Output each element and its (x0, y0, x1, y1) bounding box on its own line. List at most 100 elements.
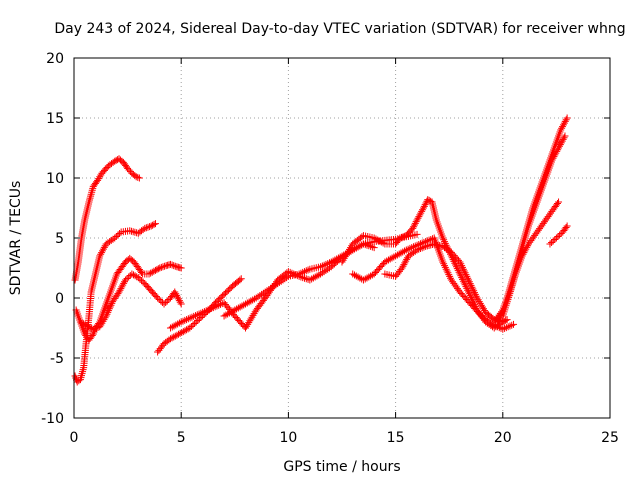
data-point (218, 300, 226, 308)
data-point (261, 288, 269, 296)
data-point (361, 275, 369, 283)
data-point (415, 245, 423, 253)
data-point (462, 283, 470, 291)
data-point (333, 255, 341, 263)
data-point (123, 275, 131, 282)
data-point (134, 274, 142, 282)
data-point (408, 244, 416, 252)
data-point (132, 173, 140, 181)
data-point (318, 269, 326, 277)
data-point (493, 323, 501, 331)
data-point (500, 317, 508, 325)
data-point (324, 260, 332, 268)
data-point (466, 292, 474, 300)
data-point (124, 164, 132, 172)
data-point (245, 298, 253, 306)
data-point (401, 247, 409, 255)
data-point (460, 279, 468, 287)
y-tick-label: 0 (55, 291, 64, 307)
data-point (96, 323, 104, 331)
data-point (464, 274, 472, 282)
series-sat-d (76, 270, 185, 333)
data-point (474, 296, 482, 304)
x-tick-label: 15 (387, 430, 405, 446)
data-point (208, 304, 216, 312)
data-point (502, 324, 510, 332)
data-point (267, 284, 275, 292)
data-point (451, 259, 459, 267)
data-point (240, 301, 248, 309)
data-point (181, 316, 189, 324)
data-point (477, 301, 485, 309)
data-point (300, 274, 308, 282)
data-point (452, 263, 460, 271)
chart-title: Day 243 of 2024, Sidereal Day-to-day VTE… (54, 21, 625, 37)
data-point (247, 297, 255, 305)
data-point (472, 292, 480, 300)
data-point (363, 274, 371, 282)
data-point (81, 321, 89, 329)
data-point (168, 323, 176, 331)
data-point (83, 322, 91, 330)
data-point (131, 272, 139, 280)
data-point (94, 176, 102, 184)
data-point (176, 298, 184, 306)
data-point (125, 166, 133, 174)
data-point (121, 276, 129, 284)
data-point (244, 320, 252, 328)
data-point (455, 268, 463, 276)
data-point (84, 323, 92, 330)
data-point (347, 244, 355, 252)
data-point (339, 256, 347, 264)
data-point (211, 303, 219, 311)
data-point (144, 223, 152, 231)
data-point (344, 247, 352, 255)
data-point (184, 315, 192, 323)
data-point (379, 239, 387, 247)
data-point (106, 303, 114, 311)
data-point (172, 321, 180, 329)
data-point (166, 260, 174, 268)
data-point (562, 224, 570, 231)
data-point (209, 304, 217, 312)
data-point (549, 237, 557, 245)
data-point (299, 268, 307, 276)
y-tick-label: 20 (46, 51, 64, 67)
data-point (265, 286, 273, 294)
data-point (441, 263, 449, 271)
data-point (302, 267, 310, 275)
data-point (562, 116, 570, 124)
y-tick-label: 15 (46, 111, 64, 127)
data-point (101, 314, 109, 322)
data-point (249, 311, 257, 319)
data-point (243, 299, 251, 307)
data-point (295, 270, 303, 278)
data-point (183, 316, 191, 324)
data-point (175, 319, 183, 327)
data-point (440, 238, 448, 246)
data-point (370, 234, 378, 242)
data-point (329, 257, 337, 265)
data-point (416, 245, 424, 253)
data-point (419, 204, 427, 212)
data-point (311, 273, 319, 281)
data-point (281, 275, 289, 283)
data-point (141, 224, 149, 232)
data-point (554, 233, 562, 240)
data-point (503, 316, 511, 324)
series-sat-i (349, 234, 518, 333)
data-point (404, 245, 412, 253)
data-point (356, 242, 364, 250)
data-point (268, 283, 276, 291)
data-point (320, 261, 328, 269)
data-point (478, 303, 486, 311)
data-point (194, 317, 202, 324)
data-point (80, 320, 88, 328)
data-point (397, 249, 405, 257)
data-point (342, 251, 350, 259)
data-point (464, 276, 472, 284)
data-point (97, 321, 105, 329)
data-point (425, 196, 433, 204)
data-point (475, 298, 483, 306)
